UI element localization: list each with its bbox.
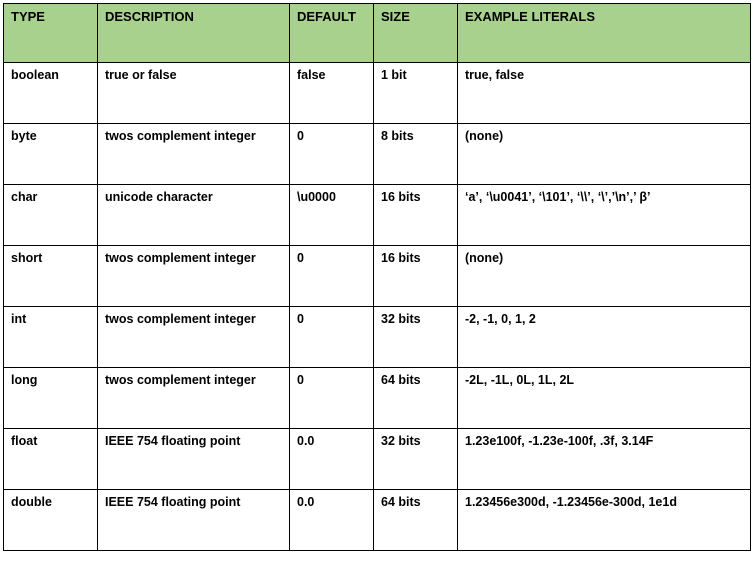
cell-example-literals: 1.23456e300d, -1.23456e-300d, 1e1d [457,489,751,551]
cell-example-literals: -2, -1, 0, 1, 2 [457,306,751,368]
cell-description: true or false [97,62,290,124]
cell-description: unicode character [97,184,290,246]
cell-type: boolean [3,62,98,124]
cell-default: false [289,62,374,124]
cell-type: float [3,428,98,490]
cell-size: 16 bits [373,184,458,246]
cell-type: long [3,367,98,429]
cell-example-literals: (none) [457,245,751,307]
header-row: TYPE DESCRIPTION DEFAULT SIZE EXAMPLE LI… [3,3,751,63]
cell-default: 0 [289,367,374,429]
cell-type: char [3,184,98,246]
cell-description: twos complement integer [97,367,290,429]
cell-type: int [3,306,98,368]
cell-default: 0.0 [289,489,374,551]
cell-size: 32 bits [373,428,458,490]
cell-size: 64 bits [373,367,458,429]
cell-description: IEEE 754 floating point [97,428,290,490]
table-row: char unicode character \u0000 16 bits ‘a’, ‘… [3,184,751,246]
cell-default: 0.0 [289,428,374,490]
cell-size: 16 bits [373,245,458,307]
cell-description: twos complement integer [97,306,290,368]
cell-type: byte [3,123,98,185]
cell-type: short [3,245,98,307]
cell-description: twos complement integer [97,123,290,185]
table-row: float IEEE 754 floating point 0.0 32 bits 1.… [3,428,751,490]
cell-default: 0 [289,123,374,185]
cell-type: double [3,489,98,551]
cell-default: \u0000 [289,184,374,246]
table-row: boolean true or false false 1 bit true, fals… [3,62,751,124]
header-size: SIZE [373,3,458,63]
table-row: double IEEE 754 floating point 0.0 64 bits 1… [3,489,751,551]
cell-example-literals: -2L, -1L, 0L, 1L, 2L [457,367,751,429]
java-primitive-types-table: TYPE DESCRIPTION DEFAULT SIZE EXAMPLE LI… [3,3,751,551]
header-example-literals: EXAMPLE LITERALS [457,3,751,63]
cell-description: twos complement integer [97,245,290,307]
table-row: long twos complement integer 0 64 bits -2L, … [3,367,751,429]
cell-default: 0 [289,306,374,368]
header-description: DESCRIPTION [97,3,290,63]
header-default: DEFAULT [289,3,374,63]
cell-size: 32 bits [373,306,458,368]
header-type: TYPE [3,3,98,63]
cell-example-literals: true, false [457,62,751,124]
cell-example-literals: (none) [457,123,751,185]
cell-size: 8 bits [373,123,458,185]
table-row: byte twos complement integer 0 8 bits (none) [3,123,751,185]
cell-description: IEEE 754 floating point [97,489,290,551]
table-row: int twos complement integer 0 32 bits -2, -1… [3,306,751,368]
cell-default: 0 [289,245,374,307]
cell-size: 64 bits [373,489,458,551]
cell-example-literals: ‘a’, ‘\u0041’, ‘\101’, ‘\\’, ‘\’,’\n’,’ … [457,184,751,246]
cell-size: 1 bit [373,62,458,124]
cell-example-literals: 1.23e100f, -1.23e-100f, .3f, 3.14F [457,428,751,490]
table-row: short twos complement integer 0 16 bits (non… [3,245,751,307]
